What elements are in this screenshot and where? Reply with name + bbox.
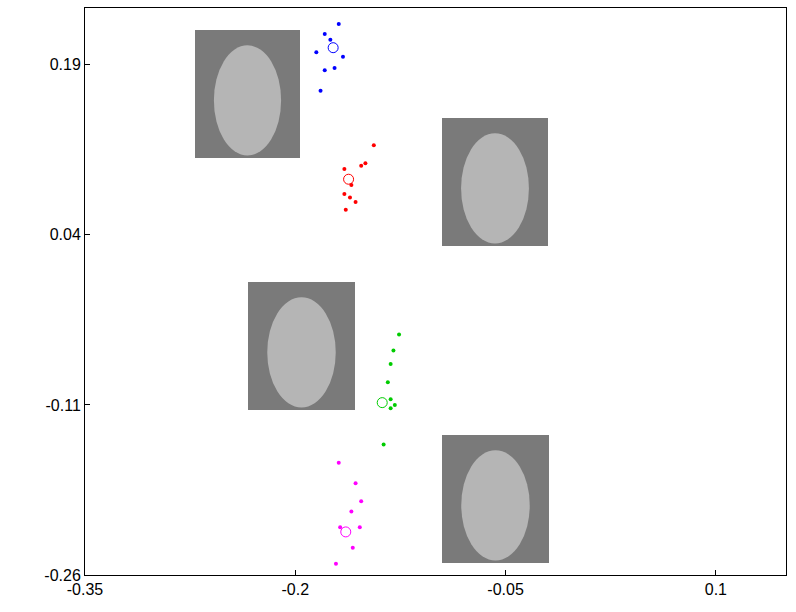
svg-text:0.04: 0.04	[50, 226, 81, 243]
svg-text:0.19: 0.19	[50, 56, 81, 73]
svg-text:-0.11: -0.11	[46, 397, 81, 414]
svg-text:-0.26: -0.26	[44, 567, 81, 584]
svg-text:0.1: 0.1	[705, 581, 727, 598]
svg-text:-0.35: -0.35	[67, 581, 104, 598]
svg-text:-0.05: -0.05	[487, 581, 524, 598]
svg-text:-0.2: -0.2	[282, 581, 310, 598]
